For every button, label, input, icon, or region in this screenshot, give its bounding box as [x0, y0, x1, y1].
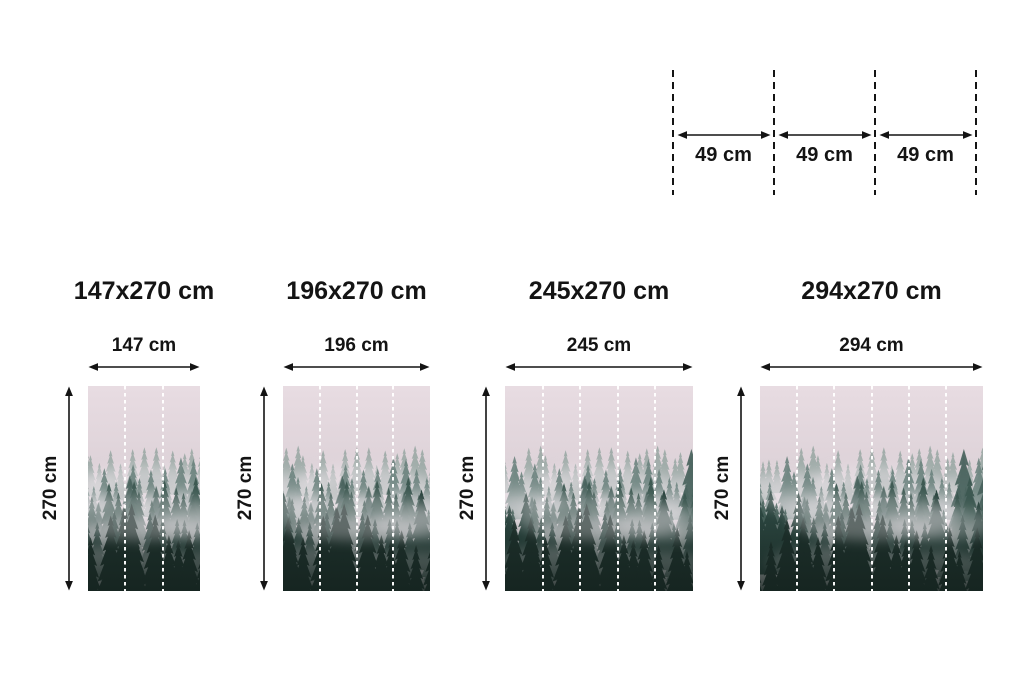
panel-divider-dotted-line — [124, 386, 127, 591]
width-dimension-label: 294 cm — [839, 335, 904, 356]
width-dimension-arrow — [760, 360, 983, 372]
mural-preview — [283, 386, 430, 591]
width-dimension-label: 245 cm — [566, 335, 632, 356]
height-dimension-arrow — [480, 386, 492, 591]
size-variant-196x270: 196x270 cm 196 cm 270 cm — [235, 277, 430, 593]
panel-divider-dotted-line — [318, 386, 321, 591]
panel-divider-dotted-line — [541, 386, 544, 591]
forest-scene-image — [88, 386, 200, 591]
panel-divider-dotted-line — [833, 386, 836, 591]
double-headed-arrow-icon — [505, 363, 693, 371]
double-headed-arrow-icon — [283, 363, 430, 371]
variant-title: 294x270 cm — [801, 277, 942, 305]
double-headed-arrow-icon — [482, 386, 490, 591]
mural-preview — [760, 386, 983, 591]
width-dimension-arrow — [505, 360, 693, 372]
height-dimension-label: 270 cm — [457, 455, 478, 521]
width-dimension-label: 196 cm — [324, 335, 389, 356]
panel-width-diagram: 49 cm 49 cm 49 cm — [640, 70, 1024, 195]
panel-divider-dotted-line — [907, 386, 910, 591]
height-dimension-arrow — [63, 386, 75, 591]
double-headed-arrow-icon — [260, 386, 268, 591]
size-variant-294x270: 294x270 cm 294 cm 270 cm — [712, 277, 983, 593]
panel-edge-dashed-line — [975, 70, 977, 195]
panel-width-label: 49 cm — [695, 144, 752, 166]
height-dimension-label: 270 cm — [235, 455, 256, 521]
mural-preview — [505, 386, 693, 591]
double-headed-arrow-icon — [65, 386, 73, 591]
panel-edge-dashed-line — [874, 70, 876, 195]
double-headed-arrow-icon — [737, 386, 745, 591]
forest-scene-image — [505, 386, 693, 591]
width-dimension-arrow — [88, 360, 200, 372]
panel-width-label: 49 cm — [796, 144, 853, 166]
panel-width-arrow — [677, 128, 771, 140]
panel-divider-dotted-line — [616, 386, 619, 591]
panel-edge-dashed-line — [773, 70, 775, 195]
size-variant-245x270: 245x270 cm 245 cm 270 cm — [457, 277, 693, 593]
variant-title: 245x270 cm — [528, 277, 670, 305]
panel-edge-dashed-line — [672, 70, 674, 195]
double-headed-arrow-icon — [760, 363, 983, 371]
variant-title: 196x270 cm — [286, 277, 427, 305]
panel-width-arrow — [778, 128, 872, 140]
double-headed-arrow-icon — [88, 363, 200, 371]
variant-title: 147x270 cm — [73, 277, 215, 305]
width-dimension-label: 147 cm — [111, 335, 177, 356]
width-dimension-arrow — [283, 360, 430, 372]
mural-preview — [88, 386, 200, 591]
panel-divider-dotted-line — [654, 386, 657, 591]
size-variant-147x270: 147x270 cm 147 cm 270 cm — [40, 278, 214, 593]
height-dimension-label: 270 cm — [712, 455, 733, 521]
height-dimension-arrow — [258, 386, 270, 591]
panel-divider-dotted-line — [355, 386, 358, 591]
height-dimension-arrow — [735, 386, 747, 591]
panel-divider-dotted-line — [944, 386, 947, 591]
double-headed-arrow-icon — [778, 131, 872, 139]
panel-divider-dotted-line — [796, 386, 799, 591]
height-dimension-label: 270 cm — [40, 455, 61, 521]
double-headed-arrow-icon — [879, 131, 973, 139]
panel-width-arrow — [879, 128, 973, 140]
panel-divider-dotted-line — [161, 386, 164, 591]
double-headed-arrow-icon — [677, 131, 771, 139]
panel-divider-dotted-line — [392, 386, 395, 591]
panel-divider-dotted-line — [579, 386, 582, 591]
panel-width-label: 49 cm — [897, 144, 954, 166]
panel-divider-dotted-line — [870, 386, 873, 591]
